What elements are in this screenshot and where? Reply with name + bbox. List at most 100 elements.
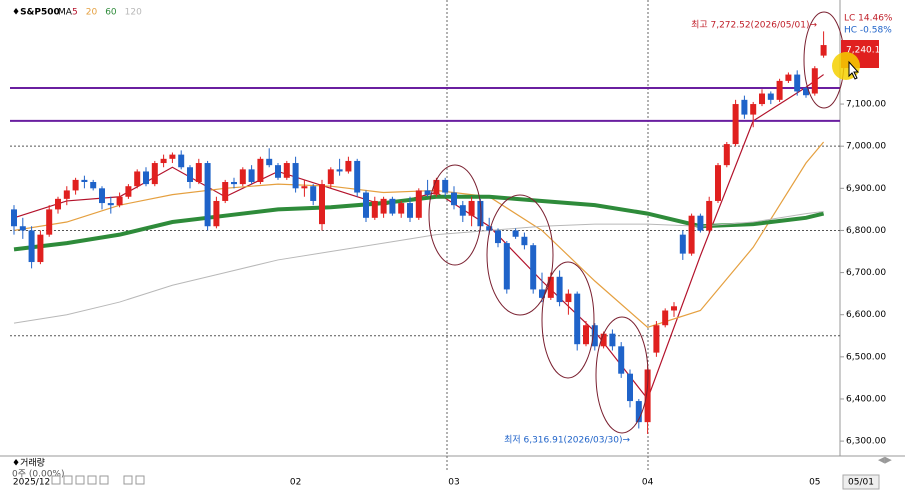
toolbar-icon[interactable] <box>63 475 73 485</box>
candle-body <box>459 205 466 216</box>
candle-body <box>662 310 669 326</box>
candle-body <box>732 104 739 145</box>
x-tick-label: 03 <box>448 478 459 488</box>
candle-body <box>539 289 545 298</box>
x-tick-label: 02 <box>290 478 301 488</box>
x-tick-label: 04 <box>642 478 654 488</box>
plot-area <box>10 31 840 434</box>
chart-title: ♦S&P500 <box>12 8 60 18</box>
candle-body <box>644 369 651 423</box>
candle-body <box>222 181 229 201</box>
high-annotation: 최고 7,272.52(2026/05/01)→ <box>691 20 817 31</box>
date-box-label: 05/01 <box>848 478 874 488</box>
volume-label: 0주 (0.00%) <box>12 469 64 480</box>
candle-body <box>178 154 185 168</box>
candle-body <box>371 200 378 218</box>
candle-body <box>160 158 167 164</box>
candle-body <box>72 179 79 191</box>
candle-body <box>820 45 827 56</box>
y-tick-label: 7,100.00 <box>846 100 886 110</box>
candle-body <box>345 160 352 172</box>
date-box <box>842 474 880 490</box>
candle-body <box>442 179 449 193</box>
ma-line <box>13 210 824 324</box>
candle-body <box>679 234 686 254</box>
candle-body <box>389 198 396 214</box>
candle-body <box>811 68 818 94</box>
candle-body <box>750 104 757 115</box>
candle-body <box>275 165 281 178</box>
candle-body <box>143 171 149 185</box>
annotation-circle <box>428 164 482 266</box>
candle-body <box>283 163 290 178</box>
candle-body <box>239 169 246 185</box>
candle-body <box>380 198 387 214</box>
candle-body <box>583 325 589 345</box>
candle-body <box>363 192 369 218</box>
candle-body <box>327 169 334 185</box>
candle-body <box>11 209 17 227</box>
candle-body <box>90 181 97 189</box>
toolbar-icon[interactable] <box>99 475 109 485</box>
candle-body <box>556 276 563 303</box>
candle-body <box>530 245 537 290</box>
x-tick-label: 05 <box>809 478 820 488</box>
y-tick-label: 6,800.00 <box>846 226 886 236</box>
candle-body <box>46 209 53 235</box>
mouse-cursor <box>848 60 860 80</box>
candle-body <box>19 226 26 231</box>
candle-body <box>407 203 413 218</box>
low-annotation: 최저 6,316.91(2026/03/30)→ <box>504 435 630 446</box>
candle-body <box>627 373 633 402</box>
y-tick-label: 6,900.00 <box>846 184 886 194</box>
candle-body <box>503 243 510 290</box>
candle-body <box>99 188 105 204</box>
candle-body <box>81 179 88 182</box>
candle-body <box>204 163 211 227</box>
candle-body <box>776 80 783 100</box>
toolbar-icon[interactable] <box>75 475 85 485</box>
candle-body <box>195 163 202 182</box>
candle-body <box>697 215 704 231</box>
y-tick-label: 7,000.00 <box>846 142 886 152</box>
toolbar-icon[interactable] <box>51 475 61 485</box>
toolbar-icon[interactable] <box>123 475 133 485</box>
scroll-button[interactable]: ◀▶ <box>878 456 892 466</box>
candle-body <box>125 186 132 197</box>
candle-body <box>547 276 554 298</box>
volume-title: ♦거래량 <box>12 457 45 469</box>
last-price: 7,240.12 <box>846 46 886 56</box>
ma-line <box>13 194 825 252</box>
candle-body <box>600 333 607 347</box>
legend-entry: 120 <box>125 8 142 18</box>
candle-body <box>451 192 457 206</box>
candle-body <box>415 190 422 218</box>
candle-body <box>424 190 431 195</box>
candle-body <box>785 74 792 81</box>
y-tick-label: 6,700.00 <box>846 268 886 278</box>
candle-body <box>398 203 405 214</box>
candle-body <box>151 163 158 185</box>
hc-label: HC -0.58% <box>844 26 892 36</box>
toolbar-icon[interactable] <box>135 475 145 485</box>
y-tick-label: 6,600.00 <box>846 310 886 320</box>
candle-body <box>723 144 730 166</box>
candle-body <box>803 88 809 96</box>
candle-body <box>512 230 519 237</box>
candle-body <box>107 203 114 206</box>
candle-body <box>354 160 361 193</box>
candle-body <box>310 186 317 201</box>
candle-body <box>266 158 273 166</box>
toolbar[interactable] <box>51 475 145 485</box>
candle-body <box>486 226 493 231</box>
candle-body <box>28 230 35 263</box>
toolbar-icon[interactable] <box>87 475 97 485</box>
lc-label: LC 14.46% <box>844 14 893 24</box>
candle-body <box>609 333 616 347</box>
candle-body <box>336 169 343 172</box>
candle-body <box>477 200 484 227</box>
candle-body <box>187 167 193 182</box>
candle-body <box>565 293 572 303</box>
